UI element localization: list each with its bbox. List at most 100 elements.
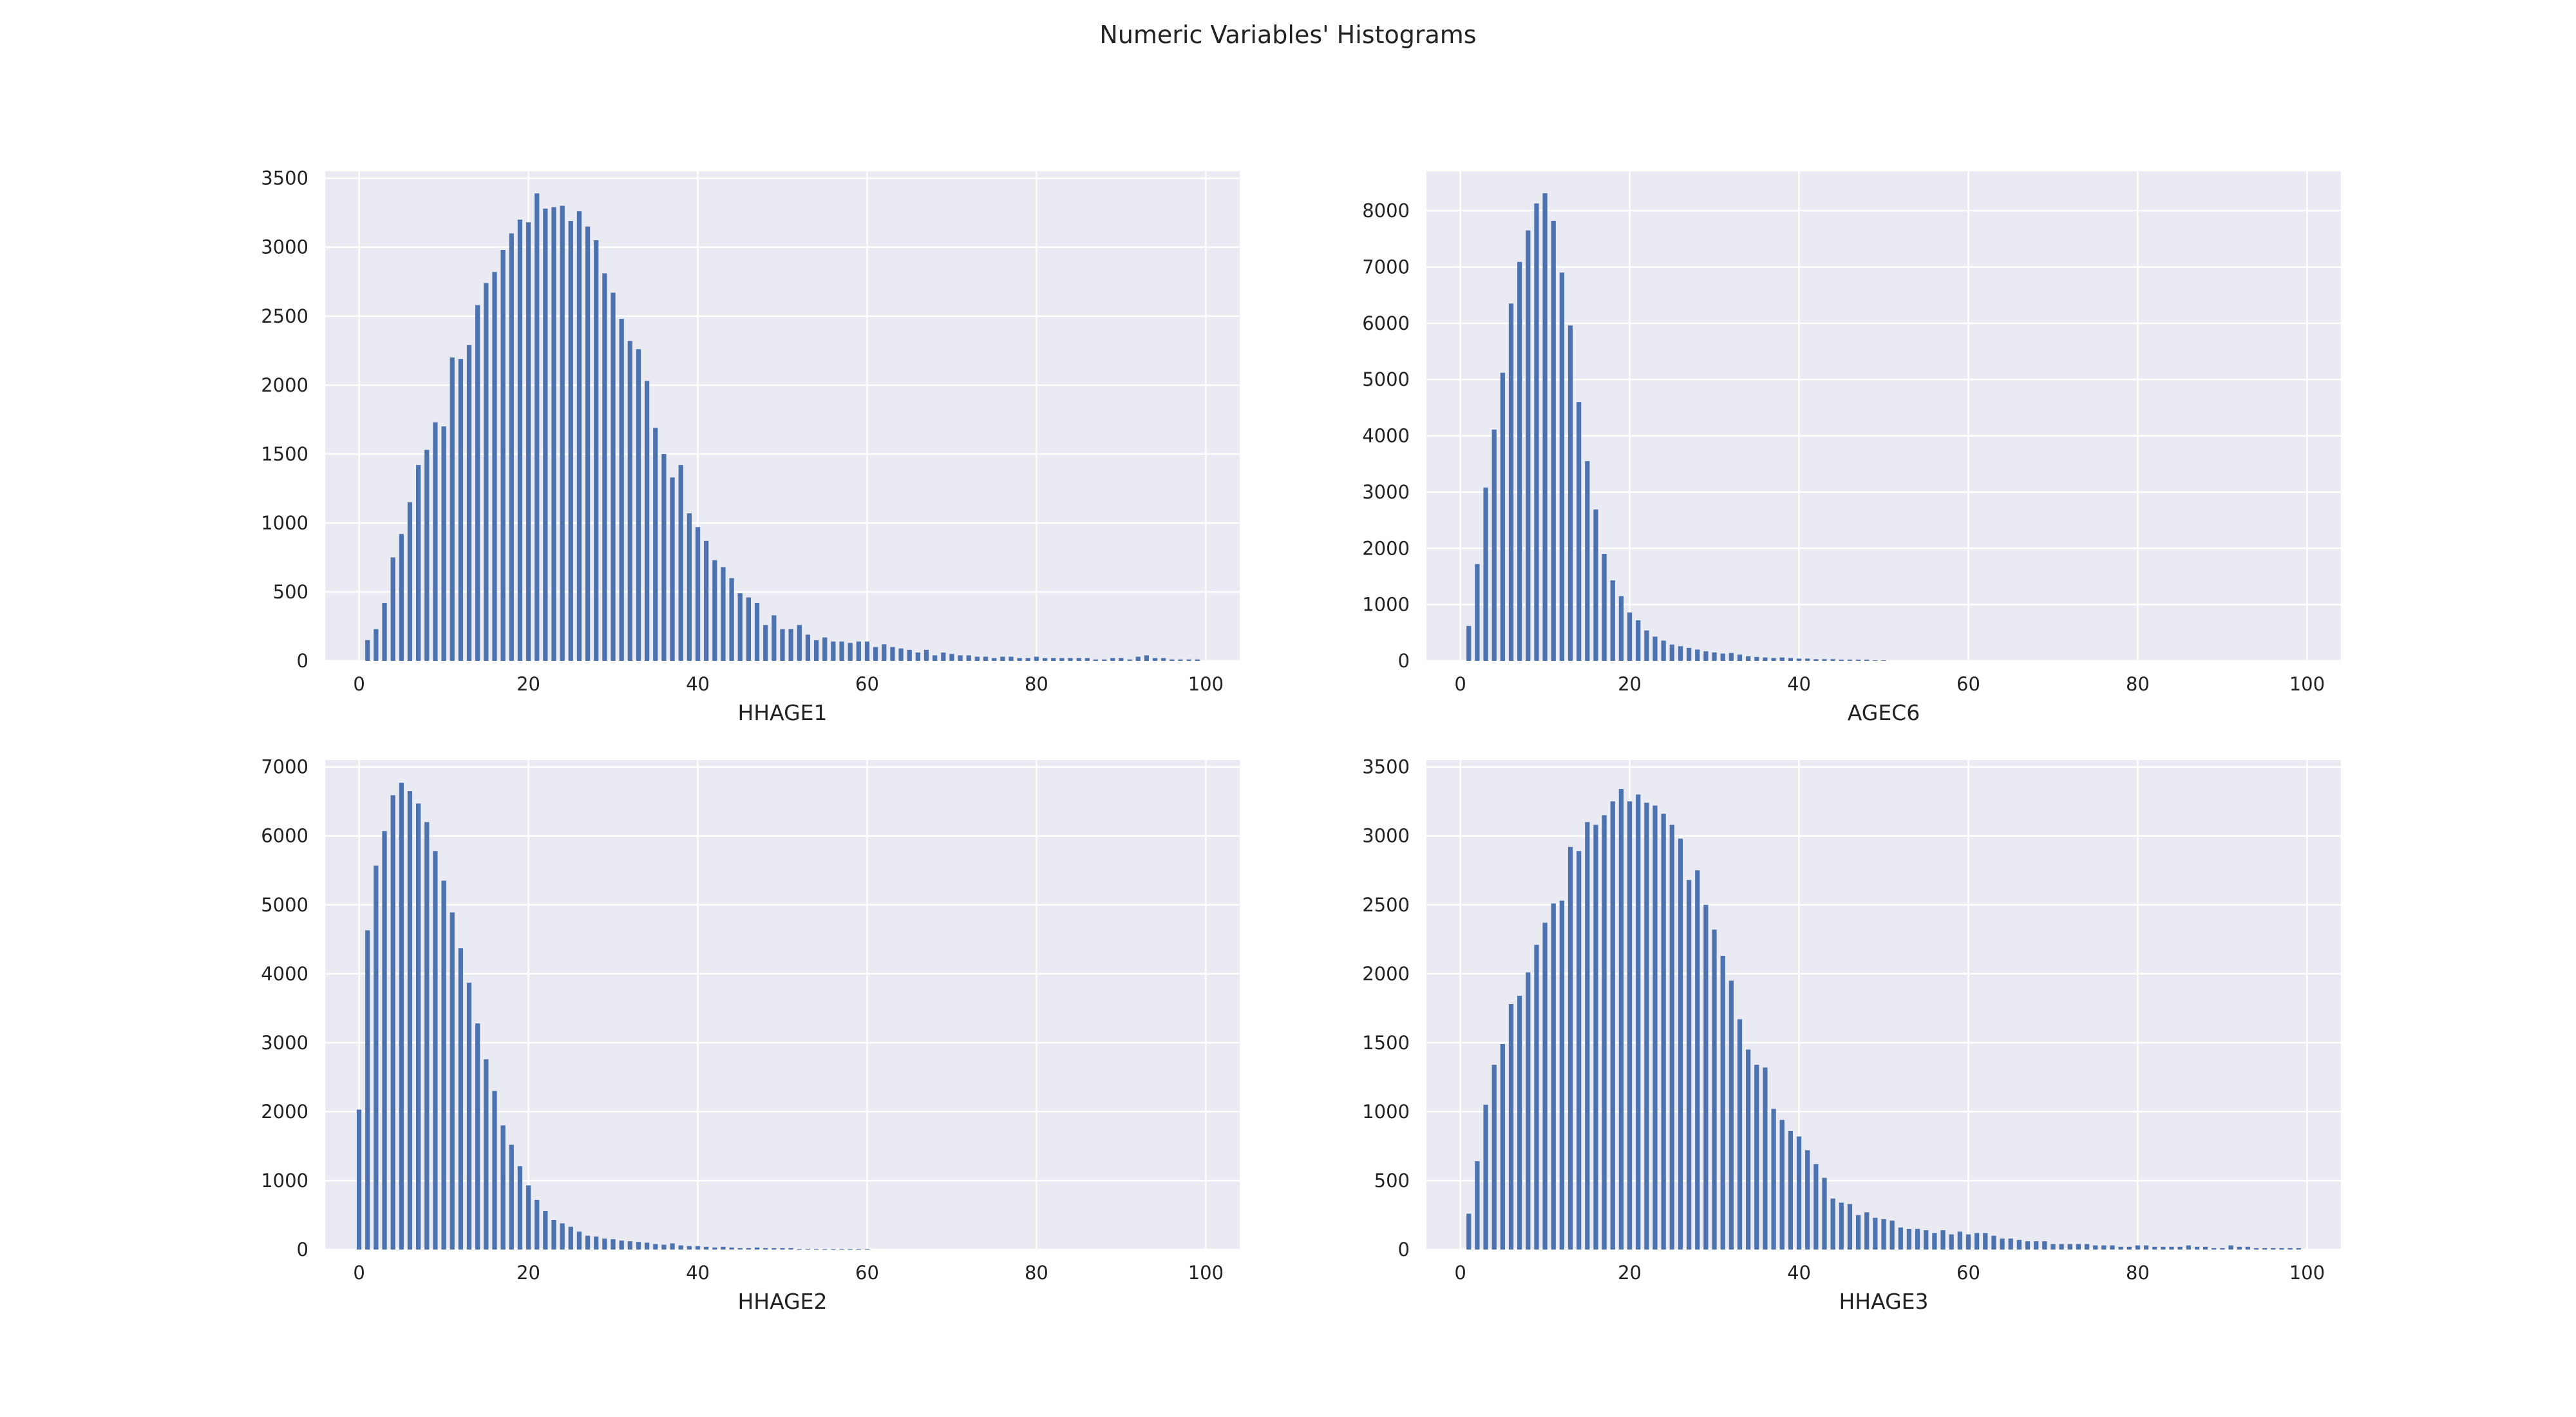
histogram-bar [433,851,438,1250]
histogram-bar [2279,1248,2284,1250]
histogram-bar [1737,1019,1743,1250]
histogram-bar [602,1238,607,1250]
histogram-bar [1144,655,1149,661]
y-tick-label: 3000 [1362,825,1410,847]
histogram-bar [1644,803,1649,1250]
histogram-bar [576,211,582,661]
y-tick-label: 1500 [261,443,308,465]
histogram-bar [627,1241,632,1250]
y-tick-label: 2500 [1362,894,1410,916]
histogram-bar [780,1248,785,1250]
histogram-bar [1585,461,1590,661]
histogram-bar [2135,1245,2141,1250]
histogram-bar [661,1244,667,1250]
histogram-bar [678,1245,683,1250]
histogram-bar [356,1109,362,1250]
histogram-bar [458,948,463,1250]
histogram-bar [1983,1233,1988,1250]
histogram-bar [1135,656,1141,661]
y-tick-label: 2000 [261,374,308,396]
histogram-bar [2161,1246,2166,1250]
histogram-bar [2110,1245,2115,1250]
x-tick-label: 100 [2289,1262,2325,1284]
histogram-bar [424,450,430,661]
histogram-bar [729,1247,734,1250]
y-tick-label: 0 [297,1239,308,1260]
histogram-bar [1915,1228,1920,1250]
histogram-bar [2016,1240,2022,1250]
histogram-bar [2034,1241,2039,1250]
histogram-bar [1686,880,1692,1250]
histogram-bar [788,1248,793,1250]
histogram-bar [1720,653,1725,661]
histogram-bar [1644,630,1649,661]
histogram-bar [466,345,472,661]
histogram-bar [1508,1003,1514,1250]
histogram-bar [450,912,455,1250]
histogram-bar [763,625,768,661]
histogram-bar [526,1185,531,1250]
histogram-bar [1475,564,1480,661]
histogram-bar [822,1248,828,1250]
histogram-bar [492,1090,497,1250]
histogram-bar [2042,1241,2047,1250]
histogram-bar [856,1248,861,1250]
histogram-bar [1542,922,1548,1250]
histogram-bar [602,273,607,661]
y-tick-label: 0 [297,650,308,672]
y-tick-label: 5000 [1362,368,1410,390]
y-tick-label: 6000 [261,825,308,847]
histogram-bar [2287,1248,2293,1250]
histogram-bar [645,1242,650,1250]
histogram-bar [805,634,811,661]
histogram-bar [1602,554,1607,661]
histogram-bar [407,791,413,1250]
histogram-bar [2084,1244,2090,1250]
histogram-bar [1814,659,1819,661]
histogram-bar [416,465,421,661]
histogram-bar [1627,801,1633,1250]
histogram-bar [1534,203,1539,661]
histogram-bar [560,205,565,661]
histogram-bar [923,649,929,661]
histogram-bar [1042,658,1048,661]
histogram-bar [1492,429,1497,661]
histogram-bar [1779,657,1785,661]
histogram-bar [399,534,404,661]
histogram-bar [1195,659,1200,661]
histogram-bar [1906,1228,1912,1250]
x-tick-label: 100 [2289,673,2325,695]
histogram-bar [1466,1213,1472,1250]
histogram-bar [1822,659,1827,661]
y-tick-label: 7000 [261,756,308,778]
histogram-bar [1678,839,1683,1250]
y-tick-label: 3000 [261,236,308,258]
histogram-bar [915,652,920,661]
histogram-bar [712,560,717,661]
histogram-bar [374,629,379,661]
histogram-bar [754,1247,760,1250]
histogram-bar [1695,649,1700,661]
histogram-bar [873,647,878,661]
histogram-bar [1720,956,1725,1250]
histogram-bar [1737,654,1743,661]
histogram-bar [1830,1198,1835,1250]
histogram-bar [1847,1204,1853,1250]
histogram-bar [543,208,548,661]
histogram-bar [2008,1238,2013,1250]
y-tick-label: 1500 [1362,1032,1410,1054]
histogram-bar [1940,1230,1946,1250]
histogram-bar [500,250,506,661]
y-tick-label: 500 [273,581,308,603]
histogram-bar [1830,659,1835,661]
x-tick-label: 0 [1454,1262,1466,1284]
histogram-bar [763,1248,768,1250]
histogram-bar [1805,1150,1810,1250]
histogram-bar [797,1248,802,1250]
histogram-bar [1703,904,1709,1250]
histogram-bar [1847,660,1853,661]
histogram-bar [466,982,472,1250]
histogram-bar [831,642,836,661]
